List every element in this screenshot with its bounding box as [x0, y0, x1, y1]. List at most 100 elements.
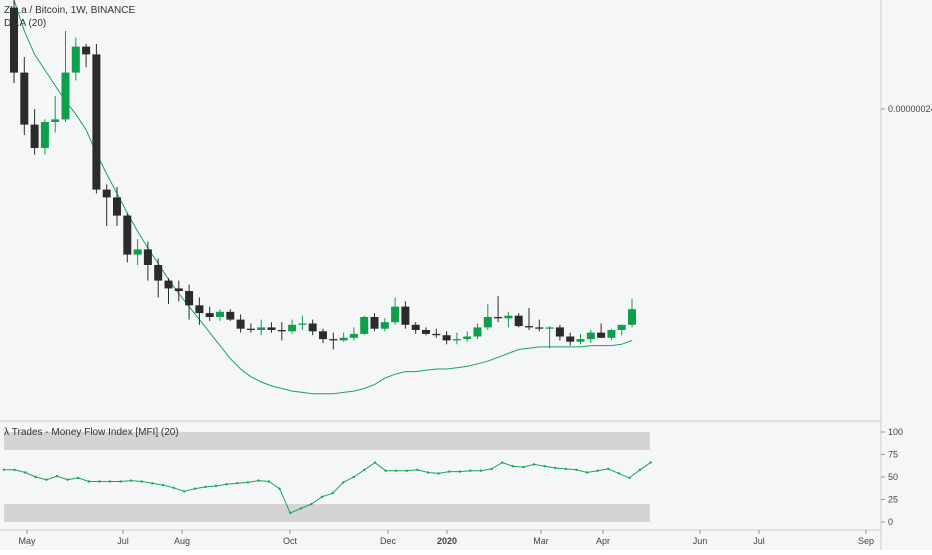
candle-up	[452, 339, 461, 341]
candle-down	[82, 46, 91, 55]
candle-up	[504, 315, 513, 319]
mfi-point	[246, 481, 249, 484]
mfi-point	[564, 467, 567, 471]
candle-up	[40, 122, 49, 148]
mfi-point	[151, 482, 154, 485]
candle-down	[30, 124, 39, 148]
candle-up	[360, 317, 369, 334]
candle-down	[174, 288, 183, 291]
mfi-point	[108, 480, 112, 483]
mfi-point	[437, 472, 440, 475]
time-tick-label: Oct	[283, 536, 298, 546]
time-tick-label: Jun	[693, 536, 708, 546]
candle-up	[349, 333, 358, 338]
candle-up	[576, 339, 585, 342]
candle-up	[607, 330, 616, 338]
candle-up	[51, 119, 60, 122]
mfi-title: λ Trades - Money Flow Index [MFI] (20)	[4, 427, 179, 438]
time-tick-label: Sep	[858, 536, 874, 546]
candle-down	[329, 339, 338, 341]
mfi-point	[140, 480, 143, 483]
mfi-point	[183, 490, 186, 493]
time-tick-label: Jul	[117, 536, 129, 546]
candle-up	[463, 336, 472, 340]
time-tick-label: May	[18, 536, 36, 546]
time-tick-label: Dec	[380, 536, 397, 546]
candle-down	[555, 327, 564, 337]
candle-up	[483, 317, 492, 328]
candle-up	[71, 46, 80, 73]
candle-down	[195, 305, 204, 314]
mfi-point	[45, 478, 48, 481]
mfi-point	[458, 470, 461, 473]
mfi-point	[299, 507, 302, 510]
mfi-point	[522, 465, 525, 469]
mfi-point	[363, 468, 366, 471]
mfi-point	[278, 487, 281, 490]
candle-down	[143, 249, 152, 265]
mfi-point	[532, 463, 536, 466]
indicator-label: D...A (20)	[4, 18, 47, 29]
candle-up	[216, 311, 224, 317]
mfi-point	[395, 469, 398, 472]
candle-down	[267, 327, 276, 330]
mfi-point	[585, 471, 589, 474]
mfi-point	[77, 476, 80, 480]
mfi-point	[310, 502, 313, 506]
mfi-point	[331, 492, 334, 495]
mfi-point	[617, 472, 620, 475]
candle-down	[92, 54, 101, 190]
time-tick-label: Aug	[174, 536, 190, 546]
mfi-point	[119, 480, 122, 483]
candle-up	[61, 72, 70, 120]
candle-up	[545, 327, 554, 329]
mfi-point	[236, 482, 239, 485]
mfi-point	[342, 481, 345, 484]
time-tick-label: Apr	[596, 536, 610, 546]
candle-down	[525, 326, 533, 328]
mfi-line	[4, 461, 651, 514]
price-tick-label: 0.00000024	[888, 104, 932, 114]
mfi-point	[490, 467, 493, 471]
time-tick-label: 2020	[437, 536, 457, 546]
mfi-point	[607, 467, 610, 471]
mfi-point	[373, 461, 377, 464]
candle-down	[102, 189, 111, 198]
mfi-point	[448, 470, 451, 473]
mfi-point	[479, 469, 483, 472]
candle-down	[514, 315, 523, 327]
mfi-point	[426, 471, 430, 474]
mfi-point	[214, 484, 218, 488]
candle-up	[339, 337, 348, 341]
mfi-point	[575, 468, 578, 471]
mfi-point	[130, 479, 133, 482]
mfi-point	[416, 468, 419, 471]
mfi-point	[320, 495, 324, 498]
candle-up	[288, 324, 297, 332]
mfi-point	[501, 461, 504, 464]
mfi-tick-label: 25	[888, 495, 898, 505]
mfi-overbought-band	[4, 432, 650, 450]
mfi-oversold-band	[4, 504, 650, 522]
candle-down	[597, 332, 606, 338]
mfi-tick-label: 100	[888, 427, 903, 437]
mfi-tick-label: 50	[888, 472, 898, 482]
candle-up	[617, 324, 626, 330]
mfi-point	[2, 468, 6, 471]
candle-up	[473, 327, 482, 337]
candle-down	[164, 280, 173, 289]
candle-down	[185, 291, 194, 306]
candle-down	[20, 72, 29, 125]
candle-up	[628, 309, 636, 325]
mfi-point	[66, 478, 69, 481]
mfi-point	[225, 483, 228, 486]
candle-down	[411, 324, 420, 330]
candle-down	[370, 317, 379, 329]
candle-down	[226, 311, 235, 320]
mfi-point	[193, 487, 196, 490]
mfi-point	[13, 468, 16, 471]
candle-down	[308, 323, 317, 332]
mfi-point	[511, 465, 514, 468]
mfi-point	[257, 479, 260, 482]
